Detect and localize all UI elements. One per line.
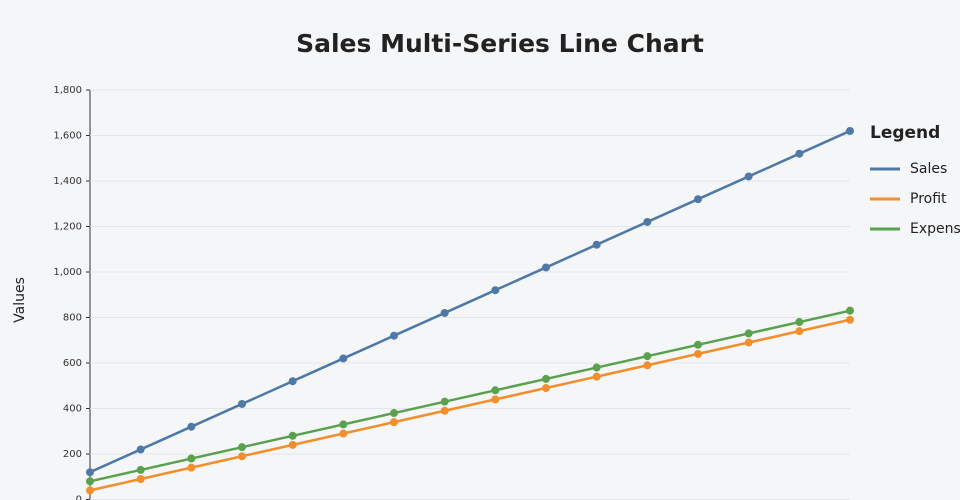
data-point	[86, 477, 94, 486]
data-point	[288, 377, 297, 386]
data-point	[744, 329, 753, 338]
series-line	[89, 129, 851, 474]
data-point	[86, 468, 94, 477]
data-point	[187, 463, 196, 472]
data-point	[288, 440, 297, 449]
data-point	[643, 217, 652, 226]
y-tick-label: 400	[63, 404, 82, 415]
data-point	[592, 363, 601, 372]
y-tick-label: 1,600	[53, 131, 82, 142]
series-line	[89, 318, 851, 492]
data-point	[339, 429, 348, 438]
data-point	[491, 286, 500, 295]
data-point	[846, 315, 854, 324]
legend-label: Profit	[910, 191, 947, 207]
data-point	[744, 172, 753, 181]
data-point	[795, 318, 804, 327]
data-point	[542, 374, 550, 383]
data-point	[491, 386, 500, 395]
y-tick-label: 1,800	[53, 85, 82, 96]
y-axis-label: Values	[12, 277, 28, 323]
data-point	[592, 372, 601, 381]
data-point	[643, 352, 652, 361]
data-point	[440, 308, 449, 317]
data-point	[390, 331, 398, 340]
data-point	[339, 420, 348, 429]
data-point	[694, 195, 702, 204]
data-point	[187, 454, 196, 463]
data-point	[136, 465, 145, 474]
legend-label: Sales	[910, 161, 947, 177]
data-point	[592, 240, 601, 249]
data-point	[846, 306, 854, 315]
data-point	[694, 349, 702, 358]
data-point	[795, 149, 804, 158]
data-point	[339, 354, 348, 363]
data-point	[542, 384, 550, 393]
data-point	[846, 126, 854, 135]
data-point	[238, 443, 246, 452]
y-tick-label: 1,000	[53, 267, 82, 278]
data-point	[542, 263, 550, 272]
chart-title: Sales Multi-Series Line Chart	[296, 29, 704, 58]
y-tick-label: 800	[63, 313, 82, 324]
legend-label: Expenses	[910, 221, 960, 237]
legend-title: Legend	[870, 123, 940, 143]
y-tick-label: 1,200	[53, 222, 82, 233]
data-point	[795, 327, 804, 336]
data-point	[440, 406, 449, 415]
data-point	[288, 431, 297, 440]
data-point	[136, 445, 145, 454]
data-point	[744, 338, 753, 347]
data-point	[440, 397, 449, 406]
data-point	[390, 409, 398, 418]
data-point	[390, 418, 398, 427]
data-point	[238, 399, 246, 408]
data-point	[694, 340, 702, 349]
data-point	[187, 422, 196, 431]
data-point	[491, 395, 500, 404]
y-tick-label: 0	[76, 495, 82, 500]
data-point	[136, 475, 145, 484]
y-tick-label: 200	[63, 449, 82, 460]
data-point	[238, 452, 246, 461]
y-tick-label: 1,400	[53, 176, 82, 187]
series-line	[89, 309, 851, 483]
data-point	[643, 361, 652, 370]
data-point	[86, 486, 94, 495]
y-tick-label: 600	[63, 358, 82, 369]
